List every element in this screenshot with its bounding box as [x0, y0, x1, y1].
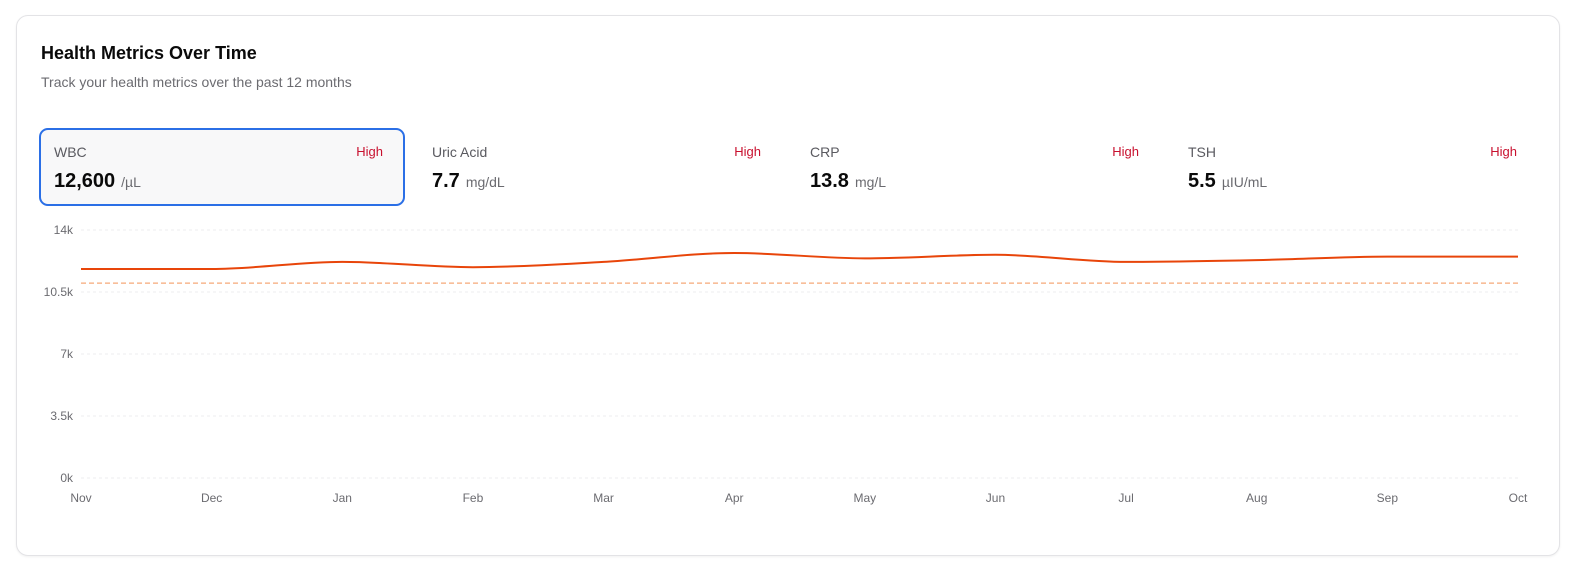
y-tick-label: 7k — [60, 347, 74, 361]
metric-name: TSH — [1188, 144, 1216, 160]
health-metrics-card: Health Metrics Over Time Track your heal… — [16, 15, 1560, 556]
metric-status-badge: High — [1490, 144, 1517, 159]
y-tick-label: 10.5k — [44, 285, 74, 299]
line-chart: 0k 3.5k 7k 10.5k 14k Nov Dec Jan Feb Mar Apr May Ju… — [44, 223, 1528, 505]
x-tick-label: Nov — [70, 491, 91, 505]
x-tick-label: Aug — [1246, 491, 1267, 505]
x-tick-label: May — [853, 491, 876, 505]
metric-unit: /µL — [121, 174, 141, 190]
x-tick-label: Oct — [1509, 491, 1528, 505]
metric-unit: µIU/mL — [1221, 174, 1268, 190]
x-tick-label: Feb — [463, 491, 484, 505]
metric-name: WBC — [54, 144, 87, 160]
metric-status-badge: High — [734, 144, 761, 159]
y-tick-label: 3.5k — [50, 409, 74, 423]
metric-unit: mg/dL — [465, 174, 505, 190]
x-tick-label: Jan — [333, 491, 352, 505]
chart-grid — [81, 229, 1518, 479]
y-tick-label: 14k — [54, 223, 74, 237]
x-tick-label: Jul — [1118, 491, 1133, 505]
metric-name: Uric Acid — [432, 144, 488, 160]
metric-value-row: 7.7 mg/dL — [432, 170, 505, 193]
x-tick-label: Sep — [1377, 491, 1399, 505]
metric-value-row: 12,600/µL — [54, 170, 141, 193]
x-tick-label: Apr — [725, 491, 744, 505]
y-axis: 0k 3.5k 7k 10.5k 14k — [44, 223, 74, 485]
metric-value: 7.7 — [432, 170, 460, 192]
metric-value: 12,600 — [54, 170, 116, 192]
metric-tab-crp[interactable]: CRP High 13.8 mg/L — [795, 128, 1161, 206]
x-tick-label: Dec — [201, 491, 222, 505]
card-title: Health Metrics Over Time — [41, 43, 257, 63]
metric-tab-uric-acid[interactable]: Uric Acid High 7.7 mg/dL — [417, 128, 783, 206]
series-layer — [80, 252, 1518, 270]
metric-unit: mg/L — [854, 174, 887, 190]
x-tick-label: Jun — [986, 491, 1005, 505]
series-line-wbc — [80, 252, 1518, 270]
metric-status-badge: High — [1112, 144, 1139, 159]
metric-value-row: 5.5 µIU/mL — [1188, 170, 1267, 193]
card-subtitle: Track your health metrics over the past … — [41, 74, 352, 90]
metric-status-badge: High — [356, 144, 383, 159]
metric-tabs: WBC High 12,600/µL Uric Acid High 7.7 mg/… — [39, 128, 1539, 206]
metric-value: 13.8 — [810, 170, 849, 192]
metric-name: CRP — [810, 144, 840, 160]
metric-tab-tsh[interactable]: TSH High 5.5 µIU/mL — [1173, 128, 1539, 206]
x-axis: Nov Dec Jan Feb Mar Apr May Jun Jul Aug Sep Oct — [70, 491, 1528, 505]
x-tick-label: Mar — [593, 491, 614, 505]
metric-value: 5.5 — [1188, 170, 1216, 192]
metric-value-row: 13.8 mg/L — [810, 170, 886, 193]
y-tick-label: 0k — [60, 471, 74, 485]
metric-tab-wbc[interactable]: WBC High 12,600/µL — [39, 128, 405, 206]
